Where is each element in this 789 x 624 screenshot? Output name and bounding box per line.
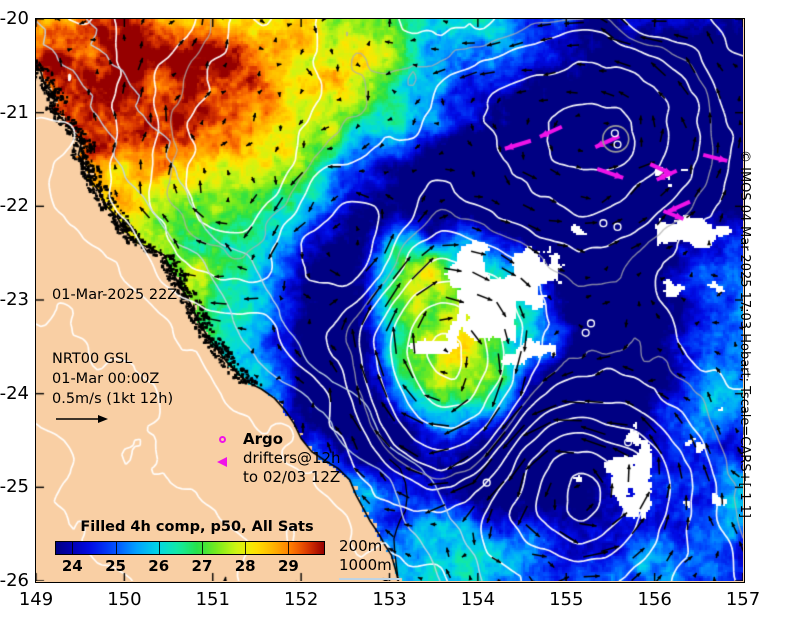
bathymetry-legend: 200m 1000m [339, 537, 392, 575]
drifters-legend-label: drifters@12h [243, 449, 341, 467]
colorbar-tick [245, 541, 247, 555]
x-tick-label: 157 [725, 589, 761, 610]
colorbar-tick [288, 541, 290, 555]
credit-label: © IMOS 04-Mar-2025 17:03 Hobart; Tscale=… [737, 150, 752, 518]
argo-legend-label: Argo [243, 430, 284, 448]
y-tick-label: -20 [0, 8, 29, 29]
colorbar-tick [201, 541, 203, 555]
colorbar-tick-label: 24 [61, 557, 83, 575]
product-time-label: 01-Mar 00:00Z [52, 371, 160, 387]
velocity-reference-arrow [54, 411, 114, 431]
x-tick-label: 156 [637, 589, 672, 610]
colorbar-tick-label: 28 [234, 557, 256, 575]
y-tick-label: -25 [0, 476, 29, 498]
y-tick-label: -22 [0, 195, 29, 217]
colorbar-gradient [55, 541, 325, 555]
colorbar-tick-label: 26 [148, 557, 170, 575]
bathy-1000m-label: 1000m [339, 556, 392, 574]
colorbar-tick-label: 29 [277, 557, 299, 575]
y-tick-label: -21 [0, 101, 29, 123]
product-name-label: NRT00 GSL [52, 351, 133, 367]
colorbar-tick [115, 541, 117, 555]
x-tick-label: 151 [195, 589, 230, 610]
colorbar-tick-label: 27 [191, 557, 213, 575]
colorbar-title: Filled 4h comp, p50, All Sats [80, 519, 314, 535]
x-tick-label: 154 [460, 589, 496, 610]
x-tick-label: 155 [549, 589, 584, 610]
colorbar-tick [158, 541, 160, 555]
colorbar-tick [72, 541, 74, 555]
drifter-marker-icon [217, 457, 227, 467]
colorbar-tick-labels: 24 25 26 27 28 29 [55, 557, 325, 577]
argo-marker-icon [219, 436, 226, 443]
bathy-200m-label: 200m [339, 537, 383, 555]
x-tick-label: 152 [283, 589, 319, 610]
x-tick-label: 150 [107, 589, 142, 610]
map-plot-area[interactable]: 01-Mar-2025 22Z NRT00 GSL 01-Mar 00:00Z … [35, 18, 745, 583]
x-tick-label: 153 [372, 589, 407, 610]
bathy-legend-line [339, 578, 401, 580]
y-tick-label: -24 [0, 382, 29, 404]
product-info-block: NRT00 GSL 01-Mar 00:00Z 0.5m/s (1kt 12h) [52, 349, 173, 409]
drifters-period-label: to 02/03 12Z [243, 468, 341, 486]
colorbar-ticks [55, 541, 325, 555]
x-tick-label: 149 [18, 589, 54, 610]
y-tick-label: -23 [0, 289, 29, 310]
velocity-scale-label: 0.5m/s (1kt 12h) [52, 391, 174, 407]
colorbar-tick-label: 25 [105, 557, 126, 575]
contours-and-vectors-canvas [36, 19, 743, 581]
timestamp-label: 01-Mar-2025 22Z [52, 287, 178, 303]
y-tick-label: -26 [0, 570, 29, 591]
